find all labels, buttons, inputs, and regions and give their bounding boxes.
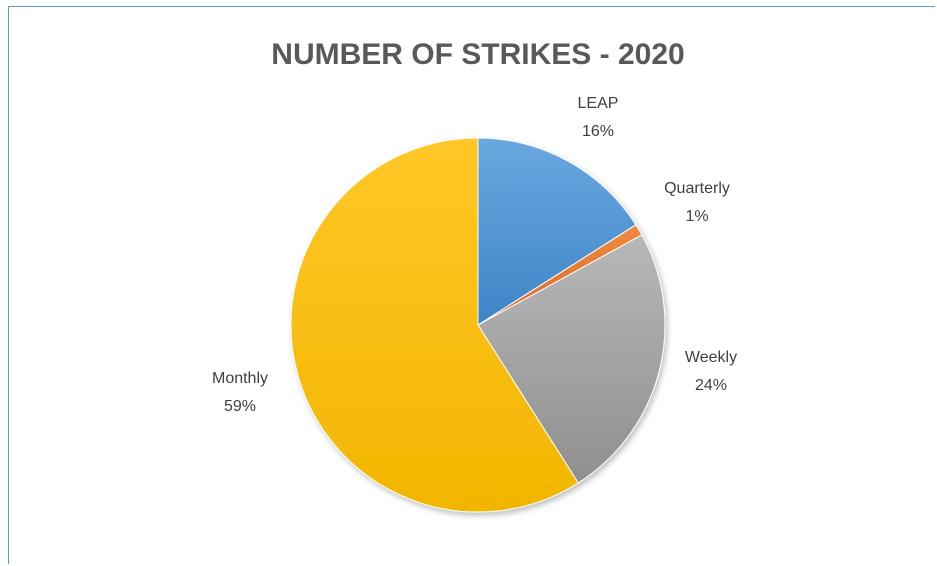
slice-percent-weekly: 24% xyxy=(695,377,727,394)
slice-label-quarterly: Quarterly xyxy=(664,180,730,197)
pie-slice-monthly xyxy=(290,137,579,513)
slice-percent-quarterly: 1% xyxy=(685,208,708,225)
slice-label-weekly: Weekly xyxy=(685,349,737,366)
slice-percent-monthly: 59% xyxy=(224,398,256,415)
pie-slice-weekly xyxy=(477,234,666,484)
slice-label-monthly: Monthly xyxy=(212,370,268,387)
pie-slices xyxy=(290,137,666,513)
slice-percent-leap: 16% xyxy=(582,123,614,140)
pie-slice-leap xyxy=(477,137,637,326)
pie-labels: LEAP 16% Quarterly 1% Weekly 24% Monthly 59% xyxy=(212,95,737,415)
chart-title: NUMBER OF STRIKES - 2020 xyxy=(271,38,684,71)
slice-label-leap: LEAP xyxy=(578,95,619,112)
